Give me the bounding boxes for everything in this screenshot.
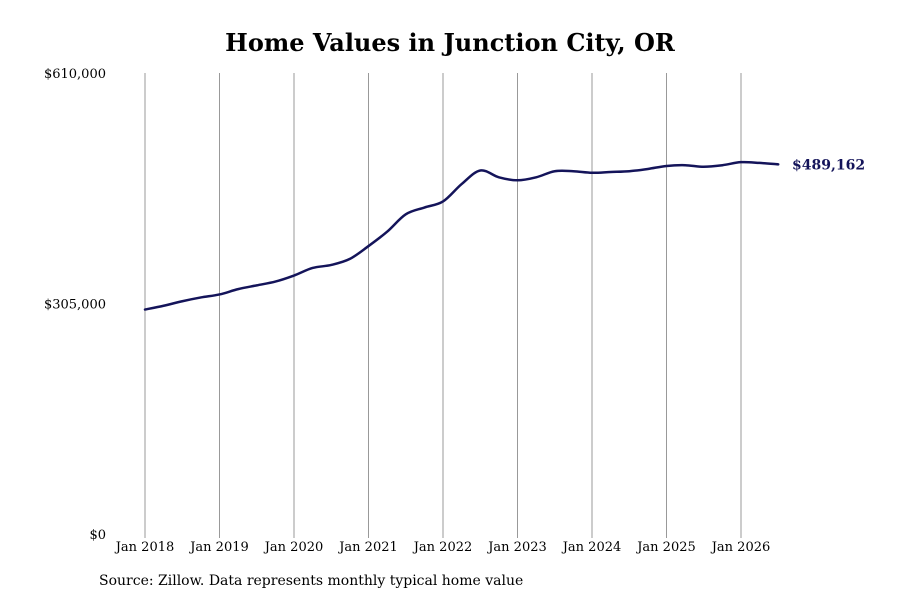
x-tick-label: Jan 2022 bbox=[412, 540, 473, 555]
gridlines bbox=[144, 73, 742, 538]
y-axis: $610,000 $305,000 $0 bbox=[44, 67, 106, 543]
x-tick-label: Jan 2020 bbox=[263, 540, 324, 555]
x-tick-label: Jan 2024 bbox=[561, 540, 622, 555]
series-line bbox=[143, 160, 780, 311]
x-axis: Jan 2018 Jan 2019 Jan 2020 Jan 2021 Jan 2022… bbox=[114, 540, 771, 555]
y-tick-label: $610,000 bbox=[44, 67, 106, 82]
x-tick-label: Jan 2018 bbox=[114, 540, 175, 555]
source-note: Source: Zillow. Data represents monthly … bbox=[99, 573, 524, 589]
chart-title: Home Values in Junction City, OR bbox=[225, 28, 675, 57]
y-tick-label: $0 bbox=[89, 528, 106, 543]
x-tick-label: Jan 2026 bbox=[710, 540, 771, 555]
x-tick-label: Jan 2023 bbox=[486, 540, 547, 555]
last-value-label: $489,162 bbox=[792, 157, 865, 173]
plot-area: $489,162 bbox=[143, 157, 865, 311]
y-tick-label: $305,000 bbox=[44, 298, 106, 313]
x-tick-label: Jan 2019 bbox=[188, 540, 249, 555]
x-tick-label: Jan 2025 bbox=[635, 540, 696, 555]
x-tick-label: Jan 2021 bbox=[337, 540, 398, 555]
